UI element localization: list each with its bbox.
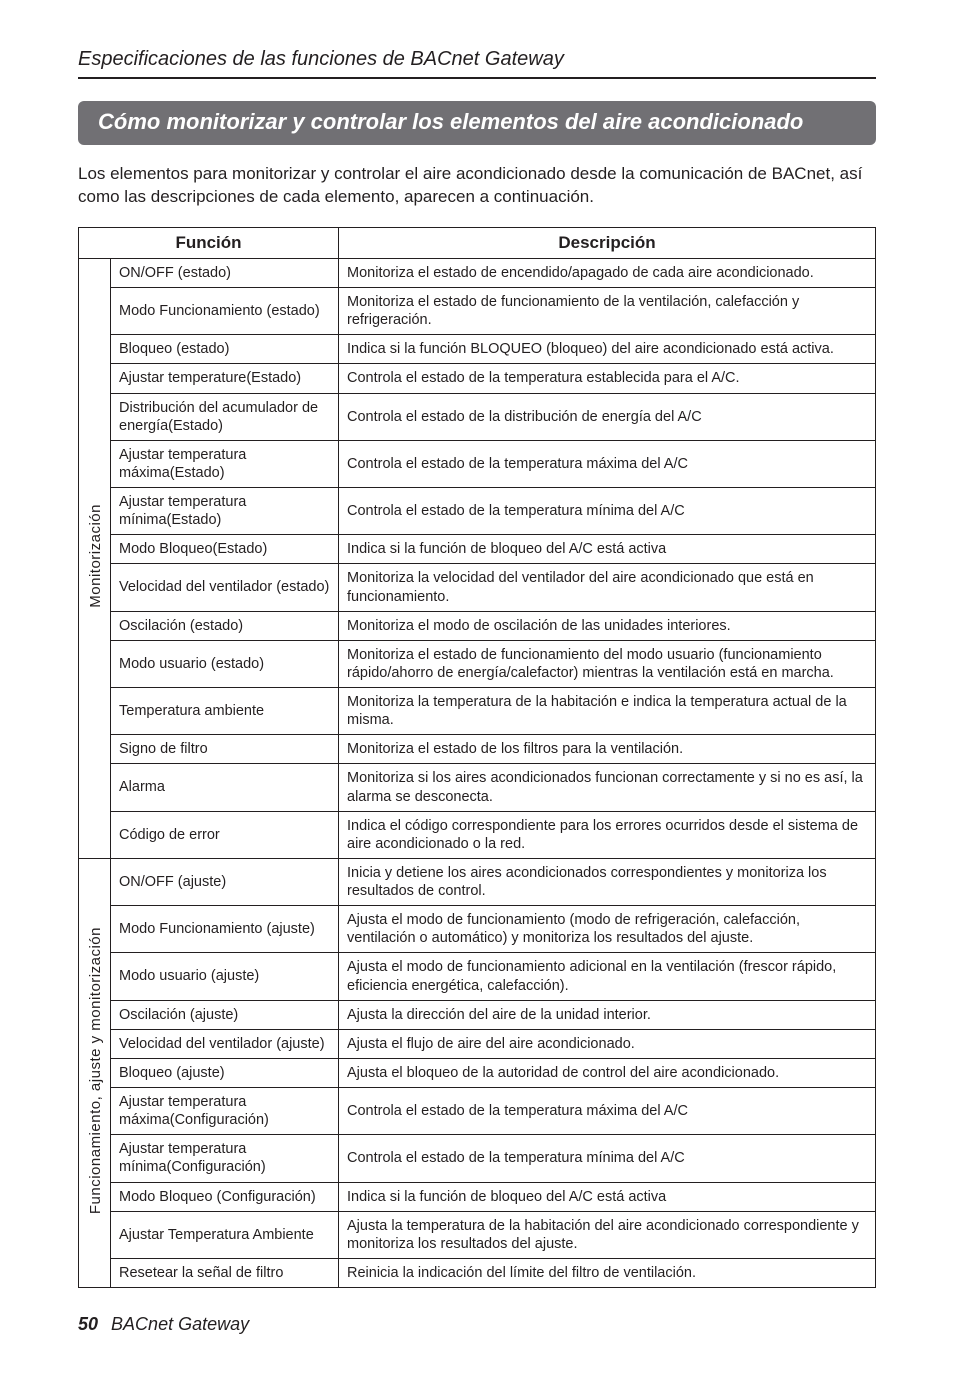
desc-cell: Ajusta el modo de funcionamiento adicion… — [339, 953, 876, 1000]
desc-cell: Indica el código correspondiente para lo… — [339, 811, 876, 858]
specs-table: Función Descripción Monitorización ON/OF… — [78, 227, 876, 1288]
table-row: Ajustar temperatura mínima(Estado)Contro… — [79, 488, 876, 535]
page-footer: 50 BACnet Gateway — [78, 1314, 876, 1335]
table-row: Velocidad del ventilador (estado)Monitor… — [79, 564, 876, 611]
category-label: Funcionamiento, ajuste y monitorización — [87, 927, 106, 1214]
desc-cell: Ajusta la temperatura de la habitación d… — [339, 1211, 876, 1258]
desc-cell: Ajusta la dirección del aire de la unida… — [339, 1000, 876, 1029]
fn-cell: Velocidad del ventilador (ajuste) — [111, 1029, 339, 1058]
desc-cell: Monitoriza la velocidad del ventilador d… — [339, 564, 876, 611]
table-row: Ajustar Temperatura AmbienteAjusta la te… — [79, 1211, 876, 1258]
fn-cell: Bloqueo (estado) — [111, 335, 339, 364]
table-row: Ajustar temperatura máxima(Configuración… — [79, 1088, 876, 1135]
desc-cell: Monitoriza el estado de los filtros para… — [339, 735, 876, 764]
fn-cell: Signo de filtro — [111, 735, 339, 764]
table-row: Oscilación (estado)Monitoriza el modo de… — [79, 611, 876, 640]
fn-cell: Modo usuario (estado) — [111, 640, 339, 687]
category-cell-monitorizacion: Monitorización — [79, 258, 111, 858]
desc-cell: Ajusta el flujo de aire del aire acondic… — [339, 1029, 876, 1058]
table-row: Ajustar temperatura máxima(Estado)Contro… — [79, 440, 876, 487]
desc-cell: Reinicia la indicación del límite del fi… — [339, 1258, 876, 1287]
table-header-row: Función Descripción — [79, 227, 876, 258]
desc-cell: Monitoriza el estado de funcionamiento d… — [339, 640, 876, 687]
title-banner: Cómo monitorizar y controlar los element… — [78, 101, 876, 145]
table-row: Modo Funcionamiento (estado)Monitoriza e… — [79, 288, 876, 335]
table-row: Resetear la señal de filtroReinicia la i… — [79, 1258, 876, 1287]
table-row: AlarmaMonitoriza si los aires acondicion… — [79, 764, 876, 811]
fn-cell: Ajustar temperatura mínima(Configuración… — [111, 1135, 339, 1182]
desc-cell: Monitoriza el estado de encendido/apagad… — [339, 258, 876, 287]
desc-cell: Monitoriza el modo de oscilación de las … — [339, 611, 876, 640]
page-number: 50 — [78, 1314, 98, 1334]
fn-cell: Ajustar temperatura mínima(Estado) — [111, 488, 339, 535]
desc-cell: Indica si la función BLOQUEO (bloqueo) d… — [339, 335, 876, 364]
fn-cell: Ajustar temperatura máxima(Configuración… — [111, 1088, 339, 1135]
fn-cell: Resetear la señal de filtro — [111, 1258, 339, 1287]
header-description: Descripción — [339, 227, 876, 258]
fn-cell: Distribución del acumulador de energía(E… — [111, 393, 339, 440]
table-row: Signo de filtroMonitoriza el estado de l… — [79, 735, 876, 764]
desc-cell: Controla el estado de la temperatura máx… — [339, 440, 876, 487]
desc-cell: Ajusta el modo de funcionamiento (modo d… — [339, 906, 876, 953]
table-row: Ajustar temperature(Estado)Controla el e… — [79, 364, 876, 393]
fn-cell: Temperatura ambiente — [111, 688, 339, 735]
page-container: Especificaciones de las funciones de BAC… — [0, 0, 954, 1371]
table-row: Funcionamiento, ajuste y monitorización … — [79, 858, 876, 905]
fn-cell: Modo Funcionamiento (estado) — [111, 288, 339, 335]
category-cell-funcionamiento: Funcionamiento, ajuste y monitorización — [79, 858, 111, 1287]
desc-cell: Indica si la función de bloqueo del A/C … — [339, 1182, 876, 1211]
table-row: Velocidad del ventilador (ajuste)Ajusta … — [79, 1029, 876, 1058]
table-row: Modo usuario (ajuste)Ajusta el modo de f… — [79, 953, 876, 1000]
fn-cell: Ajustar Temperatura Ambiente — [111, 1211, 339, 1258]
fn-cell: Modo Bloqueo (Configuración) — [111, 1182, 339, 1211]
fn-cell: Alarma — [111, 764, 339, 811]
fn-cell: Ajustar temperatura máxima(Estado) — [111, 440, 339, 487]
fn-cell: Bloqueo (ajuste) — [111, 1058, 339, 1087]
header-function: Función — [79, 227, 339, 258]
fn-cell: Velocidad del ventilador (estado) — [111, 564, 339, 611]
fn-cell: Oscilación (estado) — [111, 611, 339, 640]
table-row: Modo Bloqueo (Configuración)Indica si la… — [79, 1182, 876, 1211]
desc-cell: Inicia y detiene los aires acondicionado… — [339, 858, 876, 905]
fn-cell: ON/OFF (estado) — [111, 258, 339, 287]
desc-cell: Ajusta el bloqueo de la autoridad de con… — [339, 1058, 876, 1087]
table-row: Oscilación (ajuste)Ajusta la dirección d… — [79, 1000, 876, 1029]
desc-cell: Monitoriza el estado de funcionamiento d… — [339, 288, 876, 335]
fn-cell: Oscilación (ajuste) — [111, 1000, 339, 1029]
desc-cell: Monitoriza la temperatura de la habitaci… — [339, 688, 876, 735]
table-row: Bloqueo (estado)Indica si la función BLO… — [79, 335, 876, 364]
table-row: Modo Bloqueo(Estado)Indica si la función… — [79, 535, 876, 564]
table-row: Bloqueo (ajuste)Ajusta el bloqueo de la … — [79, 1058, 876, 1087]
fn-cell: Modo usuario (ajuste) — [111, 953, 339, 1000]
desc-cell: Controla el estado de la temperatura mín… — [339, 1135, 876, 1182]
fn-cell: ON/OFF (ajuste) — [111, 858, 339, 905]
table-row: Monitorización ON/OFF (estado) Monitoriz… — [79, 258, 876, 287]
desc-cell: Controla el estado de la temperatura máx… — [339, 1088, 876, 1135]
table-row: Temperatura ambienteMonitoriza la temper… — [79, 688, 876, 735]
fn-cell: Modo Bloqueo(Estado) — [111, 535, 339, 564]
table-row: Distribución del acumulador de energía(E… — [79, 393, 876, 440]
fn-cell: Ajustar temperature(Estado) — [111, 364, 339, 393]
table-row: Código de errorIndica el código correspo… — [79, 811, 876, 858]
desc-cell: Monitoriza si los aires acondicionados f… — [339, 764, 876, 811]
intro-paragraph: Los elementos para monitorizar y control… — [78, 163, 876, 209]
category-label: Monitorización — [87, 504, 106, 608]
desc-cell: Indica si la función de bloqueo del A/C … — [339, 535, 876, 564]
fn-cell: Modo Funcionamiento (ajuste) — [111, 906, 339, 953]
desc-cell: Controla el estado de la temperatura mín… — [339, 488, 876, 535]
section-header: Especificaciones de las funciones de BAC… — [78, 48, 876, 79]
fn-cell: Código de error — [111, 811, 339, 858]
table-row: Ajustar temperatura mínima(Configuración… — [79, 1135, 876, 1182]
table-row: Modo usuario (estado)Monitoriza el estad… — [79, 640, 876, 687]
desc-cell: Controla el estado de la distribución de… — [339, 393, 876, 440]
desc-cell: Controla el estado de la temperatura est… — [339, 364, 876, 393]
table-row: Modo Funcionamiento (ajuste)Ajusta el mo… — [79, 906, 876, 953]
footer-text: BACnet Gateway — [111, 1314, 249, 1334]
